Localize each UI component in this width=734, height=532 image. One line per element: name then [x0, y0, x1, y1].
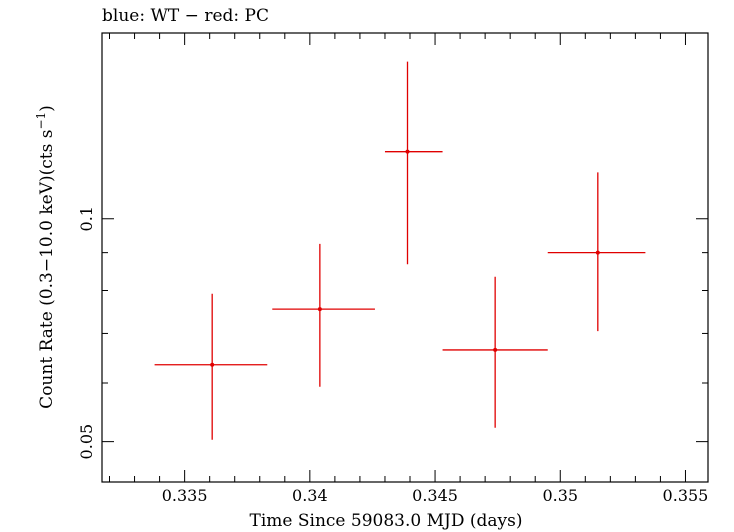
- data-point: [154, 293, 268, 440]
- data-point: [442, 276, 548, 428]
- x-tick-label: 0.355: [663, 486, 709, 505]
- chart-title: blue: WT − red: PC: [102, 6, 269, 26]
- data-point: [547, 172, 646, 332]
- axis-ticks: [102, 33, 708, 482]
- x-tick-label: 0.335: [162, 486, 208, 505]
- y-axis-label-close: ): [37, 105, 57, 112]
- y-axis-label-text: Count Rate (0.3−10.0 keV)(cts s: [37, 130, 57, 409]
- plot-frame: [101, 32, 709, 483]
- x-tick-label: 0.345: [412, 486, 458, 505]
- data-points: [154, 61, 646, 440]
- point-marker: [317, 307, 322, 312]
- point-marker: [210, 362, 215, 367]
- x-axis-label: Time Since 59083.0 MJD (days): [250, 511, 523, 531]
- y-tick-label: 0.1: [77, 206, 96, 231]
- point-marker: [595, 250, 600, 255]
- axis-tick-labels: 0.335 0.34 0.345 0.35 0.355 0.05 0.1: [77, 206, 708, 505]
- y-tick-label: 0.05: [77, 424, 96, 460]
- point-marker: [493, 347, 498, 352]
- data-point: [384, 61, 443, 265]
- data-point: [272, 243, 375, 387]
- y-axis-label: Count Rate (0.3−10.0 keV)(cts s−1): [34, 105, 57, 409]
- y-axis-label-exponent: −1: [34, 112, 48, 130]
- x-tick-label: 0.34: [292, 486, 328, 505]
- x-tick-label: 0.35: [542, 486, 578, 505]
- point-marker: [405, 149, 410, 154]
